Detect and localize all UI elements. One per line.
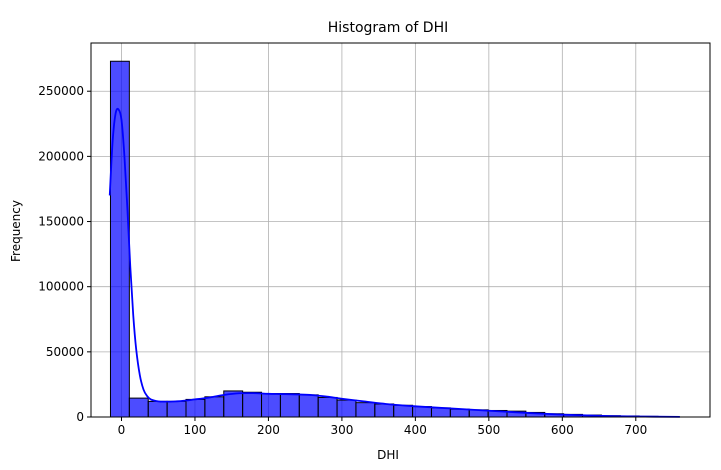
histogram-bar-3 <box>166 400 187 418</box>
chart-title: Histogram of DHI <box>328 20 448 36</box>
histogram-bar-15 <box>393 404 414 418</box>
histogram-bar-4 <box>185 398 206 418</box>
y-tick-label-2: 100000 <box>38 280 84 294</box>
histogram-bar-8 <box>261 393 281 418</box>
histogram-bar-2 <box>147 400 168 418</box>
histogram-bar-10 <box>298 394 319 418</box>
histogram-bar-1 <box>128 397 149 418</box>
x-tick-label-2: 200 <box>257 423 280 437</box>
histogram-bar-13 <box>355 402 376 418</box>
histogram-bar-14 <box>374 403 395 418</box>
histogram-bar-5 <box>204 396 225 418</box>
histogram-bar-16 <box>412 406 432 418</box>
histogram-bar-17 <box>430 407 451 418</box>
x-tick-label-7: 700 <box>624 423 647 437</box>
histogram-bar-9 <box>279 393 300 418</box>
grid <box>91 43 710 418</box>
x-axis-ticks: 0 100 200 300 400 500 600 700 <box>118 417 647 437</box>
y-tick-label-4: 200000 <box>38 149 84 163</box>
y-tick-label-5: 250000 <box>38 84 84 98</box>
y-axis-ticks: 0 50000 100000 150000 200000 250000 <box>38 84 91 424</box>
plot-frame <box>90 42 711 418</box>
kde-curve-layer <box>108 107 680 418</box>
x-tick-label-3: 300 <box>330 423 353 437</box>
x-tick-label-5: 500 <box>477 423 500 437</box>
y-axis-label: Frequency <box>9 200 23 262</box>
histogram-bar-18 <box>449 408 470 418</box>
histogram-bar-7 <box>242 391 263 418</box>
histogram-bar-11 <box>317 396 338 418</box>
x-tick-label-6: 600 <box>551 423 574 437</box>
x-tick-label-0: 0 <box>118 423 126 437</box>
histogram-bar-12 <box>336 399 357 418</box>
axes <box>90 42 711 418</box>
y-tick-label-0: 0 <box>76 410 84 424</box>
x-tick-label-4: 400 <box>404 423 427 437</box>
x-axis-label: DHI <box>377 448 399 462</box>
kde-curve <box>108 107 680 418</box>
histogram-bars <box>109 60 678 418</box>
y-tick-label-3: 150000 <box>38 215 84 229</box>
y-tick-label-1: 50000 <box>46 345 84 359</box>
x-tick-label-1: 100 <box>184 423 207 437</box>
